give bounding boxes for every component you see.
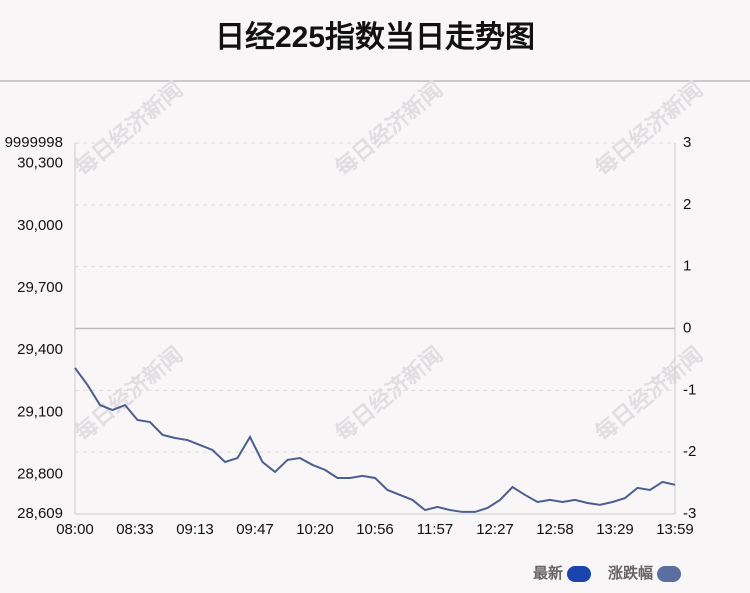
y2-tick-label: -2 xyxy=(683,443,696,460)
y-tick-label: 28,800 xyxy=(17,465,63,482)
watermark: 每日经济新闻 xyxy=(70,77,187,181)
y2-tick-label: 3 xyxy=(683,134,691,151)
x-tick-label: 12:58 xyxy=(536,521,574,538)
watermark: 每日经济新闻 xyxy=(590,77,707,181)
watermark: 每日经济新闻 xyxy=(330,77,447,181)
x-tick-label: 08:00 xyxy=(56,521,94,538)
x-tick-label: 13:29 xyxy=(596,521,634,538)
chart-title: 日经225指数当日走势图 xyxy=(215,20,535,54)
price-line xyxy=(74,367,676,513)
y-tick-label: 28,609 xyxy=(17,505,63,522)
x-tick-label: 09:13 xyxy=(176,521,214,538)
watermark: 每日经济新闻 xyxy=(330,342,447,446)
y-tick-label: 29,400 xyxy=(17,341,63,358)
y-tick-label: 9999998 xyxy=(5,134,63,151)
y-tick-label: 30,300 xyxy=(17,155,63,172)
x-tick-label: 12:27 xyxy=(476,521,514,538)
x-tick-label: 11:57 xyxy=(417,521,453,538)
x-tick-label: 08:33 xyxy=(116,521,154,538)
x-tick-label: 10:20 xyxy=(296,521,334,538)
y-tick-label: 29,700 xyxy=(17,279,63,296)
legend-label: 最新 xyxy=(533,564,563,582)
x-tick-label: 09:47 xyxy=(236,521,274,538)
y2-tick-label: -3 xyxy=(683,505,696,522)
x-tick-label: 10:56 xyxy=(356,521,394,538)
y-tick-label: 29,100 xyxy=(17,403,63,420)
legend-swatch xyxy=(657,566,682,582)
y2-tick-label: -1 xyxy=(683,381,696,398)
y2-tick-label: 0 xyxy=(683,319,691,336)
legend-label: 涨跌幅 xyxy=(608,564,653,582)
watermark: 每日经济新闻 xyxy=(70,342,187,446)
legend-swatch xyxy=(567,566,592,582)
y-tick-label: 30,000 xyxy=(17,217,63,234)
y2-tick-label: 1 xyxy=(683,258,691,275)
x-tick-label: 13:59 xyxy=(656,521,694,538)
y2-tick-label: 2 xyxy=(683,196,691,213)
